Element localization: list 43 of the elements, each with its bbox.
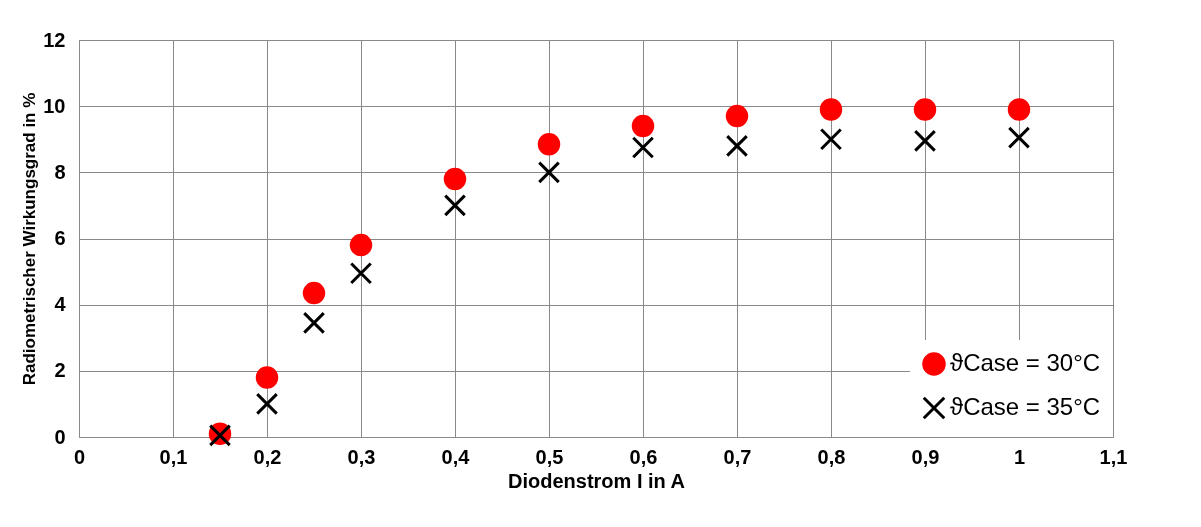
x-tick-label: 0 [73,445,86,468]
y-tick-label: 12 [43,28,66,51]
x-tick-label: 0,4 [441,445,471,468]
x-tick-label: 0,1 [159,445,188,468]
point [443,194,467,217]
point [913,129,937,153]
legend-label: ϑCase = 35°C [950,393,1101,420]
y-tick-label: 0 [54,425,66,448]
y-tick-label: 2 [54,359,66,382]
y-tick-label: 4 [54,293,67,316]
point [725,134,749,158]
point [255,392,279,416]
x-axis-title: Diodenstrom I in A [507,469,686,492]
x-tick-label: 0,7 [723,445,752,468]
point [819,98,843,121]
point [255,366,279,389]
y-axis-title: Radiometrischer Wirkungsgrad in % [20,92,40,386]
x-tick-label: 0,6 [629,445,658,468]
point [725,104,749,128]
point [631,136,655,159]
point [349,233,373,257]
point [443,167,467,191]
legend-label: ϑCase = 30°C [950,349,1101,376]
point [1007,98,1031,121]
point [537,161,561,184]
point [302,311,326,335]
x-tick-label: 1 [1013,445,1026,468]
point [302,281,326,305]
point [537,132,561,156]
x-tick-label: 0,9 [911,445,940,468]
point [631,114,655,138]
point [1007,126,1031,149]
x-tick-label: 0,5 [535,445,564,468]
x-tick-label: 0,8 [817,445,846,468]
y-tick-label: 8 [54,160,66,183]
point [913,98,937,121]
x-tick-label: 1,1 [1099,445,1128,468]
y-tick-label: 10 [43,94,66,117]
y-tick-label: 6 [54,227,66,249]
x-tick-label: 0,2 [253,445,282,468]
x-tick-label: 0,3 [347,445,376,468]
point [349,261,373,285]
point [819,128,843,151]
